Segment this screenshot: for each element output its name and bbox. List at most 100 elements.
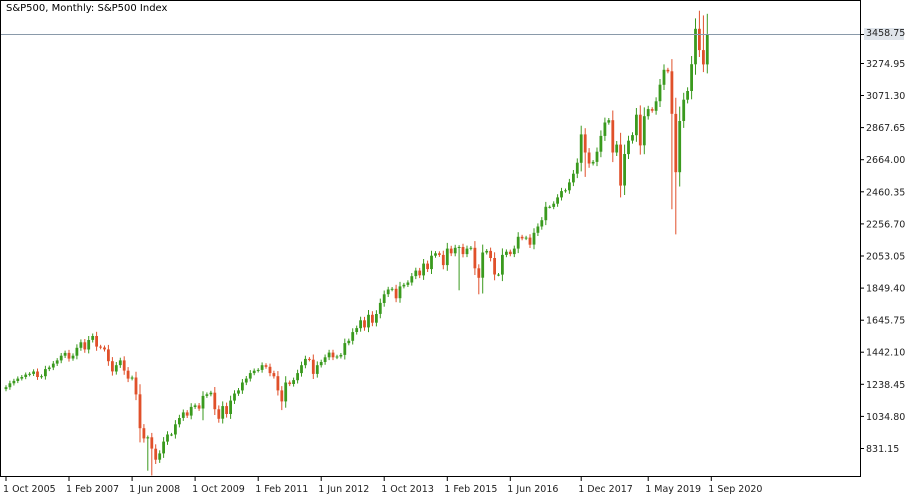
candle xyxy=(430,250,433,274)
candle-body xyxy=(512,248,516,255)
candle-body xyxy=(378,302,382,314)
candle-body xyxy=(319,362,323,366)
candle-body xyxy=(178,418,181,425)
candle-body xyxy=(449,248,453,254)
price-tick-label: 2460.35 xyxy=(866,187,905,198)
candle-body xyxy=(205,394,209,396)
candle xyxy=(524,235,528,241)
candle-body xyxy=(185,412,189,416)
current-price-tag: 3458.75 xyxy=(864,28,906,40)
candle-body xyxy=(544,206,548,221)
candle-body xyxy=(505,251,508,255)
candle xyxy=(351,328,355,345)
candle xyxy=(583,128,587,177)
candle-body xyxy=(355,328,359,332)
candle xyxy=(323,354,327,365)
candle-body xyxy=(635,114,638,136)
candle-body xyxy=(453,247,457,254)
candle-body xyxy=(398,286,402,299)
candle-body xyxy=(40,376,43,378)
candle xyxy=(449,245,453,257)
candle xyxy=(178,414,181,428)
candle xyxy=(327,349,331,361)
price-tick-label: 1238.45 xyxy=(866,380,905,391)
price-axis: 3274.95 3071.30 2867.65 2664.00 2460.35 2256.… xyxy=(860,34,905,455)
price-tick-label: 831.15 xyxy=(866,444,899,455)
candle-body xyxy=(705,34,709,65)
candle-body xyxy=(445,248,449,266)
candle-body xyxy=(481,252,485,278)
price-tick-label: 3274.95 xyxy=(866,59,905,70)
candle xyxy=(158,450,162,463)
candle-body xyxy=(197,405,201,409)
candle-body xyxy=(339,354,343,357)
candle-body xyxy=(587,152,591,164)
candle-body xyxy=(457,247,461,248)
candle xyxy=(394,284,398,303)
candle xyxy=(473,241,477,275)
candle-body xyxy=(308,358,311,360)
candle-body xyxy=(422,263,425,276)
candle-body xyxy=(418,270,422,276)
candle-body xyxy=(611,120,615,153)
candle-body xyxy=(146,437,150,439)
candle xyxy=(698,10,701,57)
candle-body xyxy=(343,343,347,355)
candle-body xyxy=(694,28,697,65)
candle-body xyxy=(351,332,355,341)
candle xyxy=(670,59,674,210)
candle xyxy=(572,170,575,187)
candle xyxy=(406,280,410,287)
candle-body xyxy=(678,121,682,173)
candle xyxy=(477,264,481,295)
candle xyxy=(591,160,595,166)
candle-body xyxy=(260,365,264,370)
candle-body xyxy=(118,360,122,366)
candle-body xyxy=(434,253,437,256)
time-tick-label: 1 Dec 2017 xyxy=(578,484,633,495)
time-tick-label: 1 Sep 2020 xyxy=(708,484,762,495)
candle xyxy=(170,432,173,437)
candle xyxy=(79,339,83,351)
candle xyxy=(284,376,288,408)
candle xyxy=(528,234,532,248)
time-tick-label: 1 Feb 2011 xyxy=(255,484,308,495)
candle-body xyxy=(221,406,225,419)
candle-body xyxy=(382,294,386,303)
candle-body xyxy=(646,109,650,117)
price-tick-label: 2053.05 xyxy=(866,252,905,263)
time-tick-label: 1 Feb 2015 xyxy=(444,484,497,495)
candle xyxy=(256,368,260,373)
candle xyxy=(217,405,221,423)
candle-body xyxy=(402,284,406,287)
candle xyxy=(75,344,79,360)
candle xyxy=(331,349,335,361)
candle xyxy=(540,217,544,230)
candle-body xyxy=(201,395,205,409)
candle xyxy=(280,386,284,411)
candle-body xyxy=(501,254,504,275)
candle-body xyxy=(91,336,95,340)
candle-body xyxy=(658,84,662,102)
candle xyxy=(453,244,457,257)
price-tick-label: 1034.80 xyxy=(866,412,905,423)
candle-body xyxy=(335,356,339,358)
candle xyxy=(335,354,339,360)
candle xyxy=(702,15,705,73)
candle xyxy=(197,403,201,411)
candle-body xyxy=(654,101,658,111)
candle xyxy=(71,353,75,361)
candle xyxy=(441,250,445,270)
candle-body xyxy=(591,161,595,164)
candle xyxy=(304,355,307,369)
candle-body xyxy=(154,448,158,460)
candle xyxy=(244,376,248,386)
candle xyxy=(426,260,429,272)
candle-body xyxy=(516,236,520,249)
candle-body xyxy=(268,366,272,374)
time-tick-label: 1 Jun 2008 xyxy=(129,484,180,495)
candle xyxy=(642,107,646,155)
candle-body xyxy=(536,226,540,233)
